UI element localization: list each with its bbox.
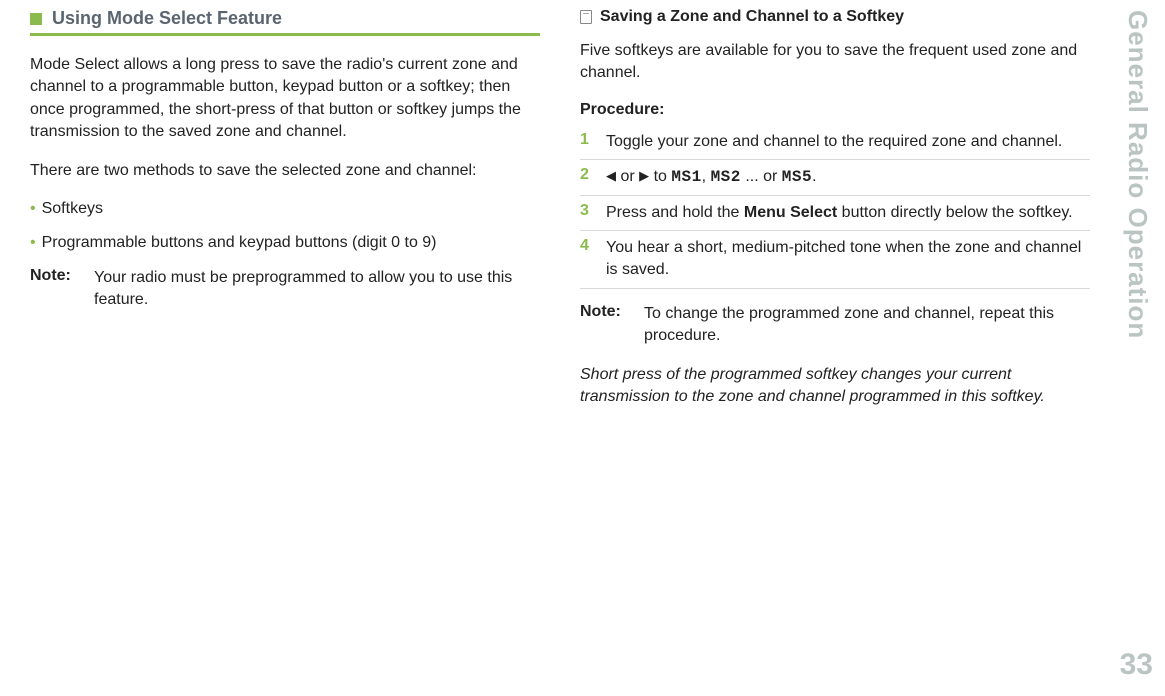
text: or (616, 168, 639, 185)
step-number: 2 (580, 166, 606, 188)
bullet-dot-icon: • (30, 232, 36, 254)
bullet-dot-icon: • (30, 198, 36, 220)
note-label: Note: (580, 303, 644, 348)
step-text: ◀ or ▶ to MS1, MS2 ... or MS5. (606, 166, 817, 188)
sub-title: Saving a Zone and Channel to a Softkey (600, 8, 904, 26)
bullet-item: • Softkeys (30, 198, 540, 220)
page-icon (580, 10, 592, 24)
section-title: Using Mode Select Feature (52, 8, 282, 29)
paragraph: Mode Select allows a long press to save … (30, 54, 540, 144)
text: Press and hold the (606, 204, 744, 221)
side-label: General Radio Operation (1122, 10, 1153, 339)
note-label: Note: (30, 267, 94, 312)
right-arrow-icon: ▶ (639, 168, 649, 183)
step-row: 1 Toggle your zone and channel to the re… (580, 131, 1090, 160)
step-number: 1 (580, 131, 606, 153)
paragraph: There are two methods to save the select… (30, 160, 540, 182)
section-header: Using Mode Select Feature (30, 8, 540, 29)
left-column: Using Mode Select Feature Mode Select al… (30, 8, 540, 424)
left-arrow-icon: ◀ (606, 168, 616, 183)
right-column: Saving a Zone and Channel to a Softkey F… (580, 8, 1090, 424)
softkey-code: MS2 (711, 168, 741, 186)
step-number: 3 (580, 202, 606, 224)
page-number: 33 (1120, 648, 1153, 682)
note-text: Your radio must be preprogrammed to allo… (94, 267, 540, 312)
bullet-text: Programmable buttons and keypad buttons … (42, 232, 437, 254)
softkey-code: MS5 (782, 168, 812, 186)
closing-paragraph: Short press of the programmed softkey ch… (580, 364, 1090, 409)
sub-header: Saving a Zone and Channel to a Softkey (580, 8, 1090, 26)
bullet-text: Softkeys (42, 198, 103, 220)
step-text: You hear a short, medium-pitched tone wh… (606, 237, 1090, 282)
bullet-item: • Programmable buttons and keypad button… (30, 232, 540, 254)
text: . (812, 168, 816, 185)
step-row: 2 ◀ or ▶ to MS1, MS2 ... or MS5. (580, 166, 1090, 195)
paragraph: Five softkeys are available for you to s… (580, 40, 1090, 85)
bold-text: Menu Select (744, 204, 837, 221)
softkey-code: MS1 (671, 168, 701, 186)
text: button directly below the softkey. (837, 204, 1072, 221)
step-row: 3 Press and hold the Menu Select button … (580, 202, 1090, 231)
note: Note: To change the programmed zone and … (580, 303, 1090, 348)
step-text: Toggle your zone and channel to the requ… (606, 131, 1062, 153)
step-row: 4 You hear a short, medium-pitched tone … (580, 237, 1090, 289)
step-number: 4 (580, 237, 606, 282)
note-text: To change the programmed zone and channe… (644, 303, 1090, 348)
text: ... or (741, 168, 782, 185)
procedure-label: Procedure: (580, 101, 1090, 119)
section-rule (30, 33, 540, 36)
text: , (702, 168, 711, 185)
section-bullet-icon (30, 13, 42, 25)
note: Note: Your radio must be preprogrammed t… (30, 267, 540, 312)
text: to (649, 168, 671, 185)
step-text: Press and hold the Menu Select button di… (606, 202, 1073, 224)
